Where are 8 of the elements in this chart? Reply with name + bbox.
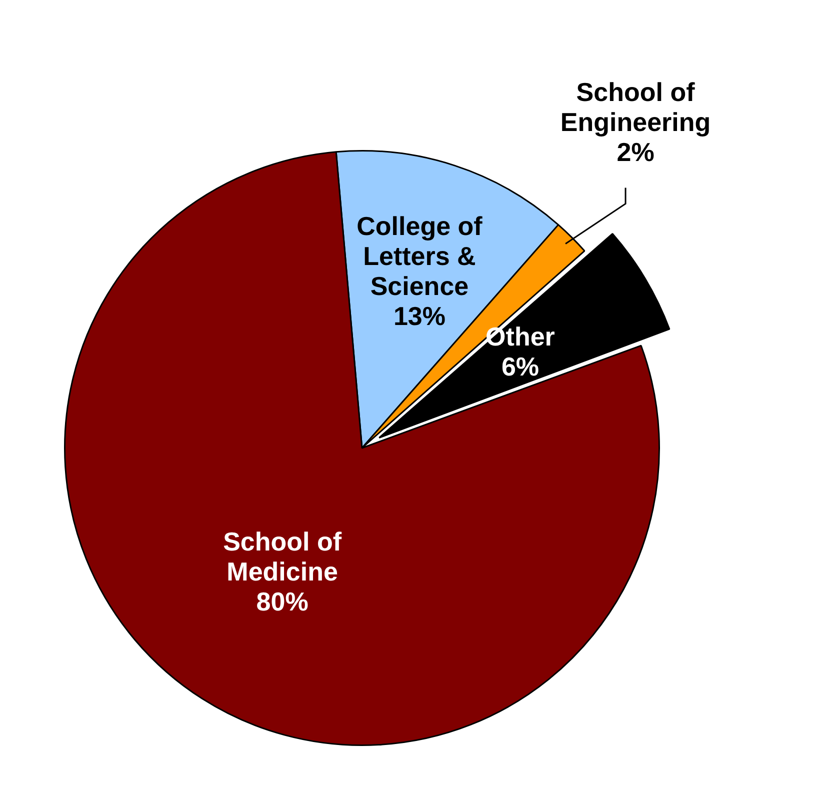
slice-label: School of Engineering	[560, 76, 711, 137]
slice-label: College of Letters & Science	[356, 211, 483, 302]
slice-label: Other	[486, 322, 555, 352]
data-label: 6%	[501, 352, 540, 382]
data-label: 2%	[616, 136, 654, 167]
slice-label: School of Medicine	[223, 526, 342, 587]
data-label: 80%	[256, 586, 308, 617]
data-label: 13%	[393, 301, 446, 332]
